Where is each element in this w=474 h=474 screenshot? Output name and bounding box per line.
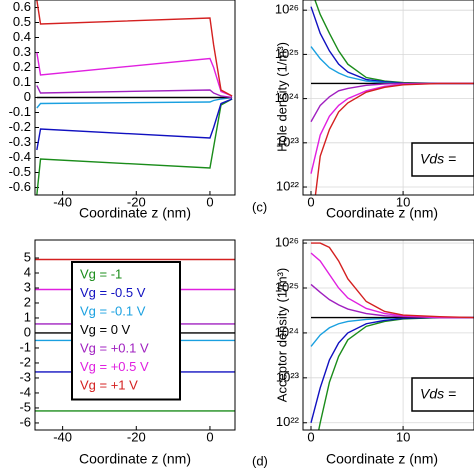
x-tick-label: 0 — [307, 429, 314, 444]
y-tick-label: -3 — [19, 369, 31, 384]
x-axis-label: Coordinate z (nm) — [79, 451, 191, 467]
y-tick-label: 3 — [24, 279, 31, 294]
y-tick-label: -4 — [19, 384, 31, 399]
y-tick-label: -0.2 — [9, 119, 31, 134]
y-tick-label: 1 — [24, 309, 31, 324]
y-tick-label: 0 — [24, 324, 31, 339]
y-tick-label: 10²³ — [276, 369, 300, 384]
plot-area — [35, 258, 235, 412]
panel: 10²⁶ 10²⁵ 10²⁴ 10²³ 10²² 0 10 Coordinate z (nm)… — [252, 235, 474, 468]
legend-entry: Vg = -0.1 V — [80, 303, 146, 318]
data-line — [311, 242, 474, 319]
legend-entry: Vg = +0.1 V — [80, 340, 149, 355]
y-tick-label: 2 — [24, 294, 31, 309]
annotation: Vds = — [420, 151, 456, 167]
data-line — [310, 316, 474, 347]
x-axis-label: Coordinate z (nm) — [326, 205, 438, 221]
annotation-box — [411, 377, 474, 412]
panel-label: (c) — [252, 199, 267, 214]
y-tick-label: 0.6 — [13, 0, 31, 14]
y-tick-label: 10²⁶ — [275, 2, 299, 17]
x-tick-label: 10 — [396, 194, 410, 209]
y-axis-label: Acceptor density (1/m³) — [274, 268, 289, 402]
data-line — [310, 252, 474, 319]
plot-area — [310, 242, 474, 430]
y-tick-label: 10²⁴ — [275, 324, 299, 339]
data-line — [36, 0, 233, 97]
axes-frame — [34, 0, 236, 196]
y-tick-label: 0.1 — [13, 74, 31, 89]
y-tick-label: -0.6 — [9, 179, 31, 194]
y-tick-label: -0.4 — [9, 149, 31, 164]
y-tick-label: -0.5 — [9, 164, 31, 179]
x-axis-label: Coordinate z (nm) — [326, 451, 438, 467]
y-tick-label: -5 — [19, 399, 31, 414]
y-tick-label: 0.3 — [13, 44, 31, 59]
x-tick-label: -20 — [127, 194, 146, 209]
panel-label: (d) — [252, 453, 268, 468]
y-tick-label: -1 — [19, 339, 31, 354]
y-tick-label: -2 — [19, 354, 31, 369]
y-tick-label: -0.3 — [9, 134, 31, 149]
data-line — [36, 98, 233, 151]
legend-entry: Vg = -1 — [80, 266, 122, 281]
x-tick-label: 0 — [307, 194, 314, 209]
axes-frame — [34, 239, 236, 431]
axes-frame — [302, 0, 474, 196]
y-tick-label: 10²⁴ — [275, 90, 299, 105]
panel: 0.60.50.40.30.20.10-0.1-0.2-0.3-0.4-0.5-… — [9, 0, 236, 221]
y-tick-label: 10²⁵ — [275, 46, 299, 61]
x-tick-label: -40 — [53, 194, 72, 209]
y-tick-label: 4 — [24, 264, 31, 279]
x-tick-label: -40 — [53, 429, 72, 444]
x-tick-label: 10 — [396, 429, 410, 444]
y-tick-label: 10²² — [276, 414, 300, 429]
x-tick-label: 0 — [206, 429, 213, 444]
y-tick-label: 0 — [24, 89, 31, 104]
legend-entry: Vg = 0 V — [80, 322, 131, 337]
data-line — [310, 46, 474, 85]
y-tick-label: 10²³ — [276, 134, 300, 149]
plot-area — [36, 0, 233, 195]
data-line — [36, 96, 233, 109]
legend-box — [71, 261, 181, 401]
x-axis-label: Coordinate z (nm) — [79, 205, 191, 221]
legend-entry: Vg = +1 V — [80, 377, 138, 392]
legend-entry: Vg = -0.5 V — [80, 285, 146, 300]
annotation-box — [411, 142, 474, 177]
y-tick-label: 10²⁵ — [275, 279, 299, 294]
y-tick-label: 10²⁶ — [275, 235, 299, 250]
y-tick-label: 5 — [24, 249, 31, 264]
legend-entry: Vg = +0.5 V — [80, 359, 149, 374]
plot-area — [310, 0, 474, 195]
y-tick-label: 0.4 — [13, 29, 31, 44]
data-line — [36, 98, 233, 195]
axes-frame — [302, 239, 474, 431]
data-line — [36, 52, 233, 97]
y-tick-label: 0.2 — [13, 59, 31, 74]
y-tick-label: 10²² — [276, 178, 300, 193]
data-line — [310, 82, 474, 123]
data-line — [314, 82, 474, 195]
data-line — [36, 85, 233, 99]
y-tick-label: -0.1 — [9, 104, 31, 119]
annotation: Vds = — [420, 386, 456, 402]
y-tick-label: -6 — [19, 414, 31, 429]
y-tick-label: 0.5 — [13, 14, 31, 29]
x-tick-label: -20 — [127, 429, 146, 444]
x-tick-label: 0 — [206, 194, 213, 209]
y-axis-label: Hole density (1/m³) — [274, 42, 289, 152]
